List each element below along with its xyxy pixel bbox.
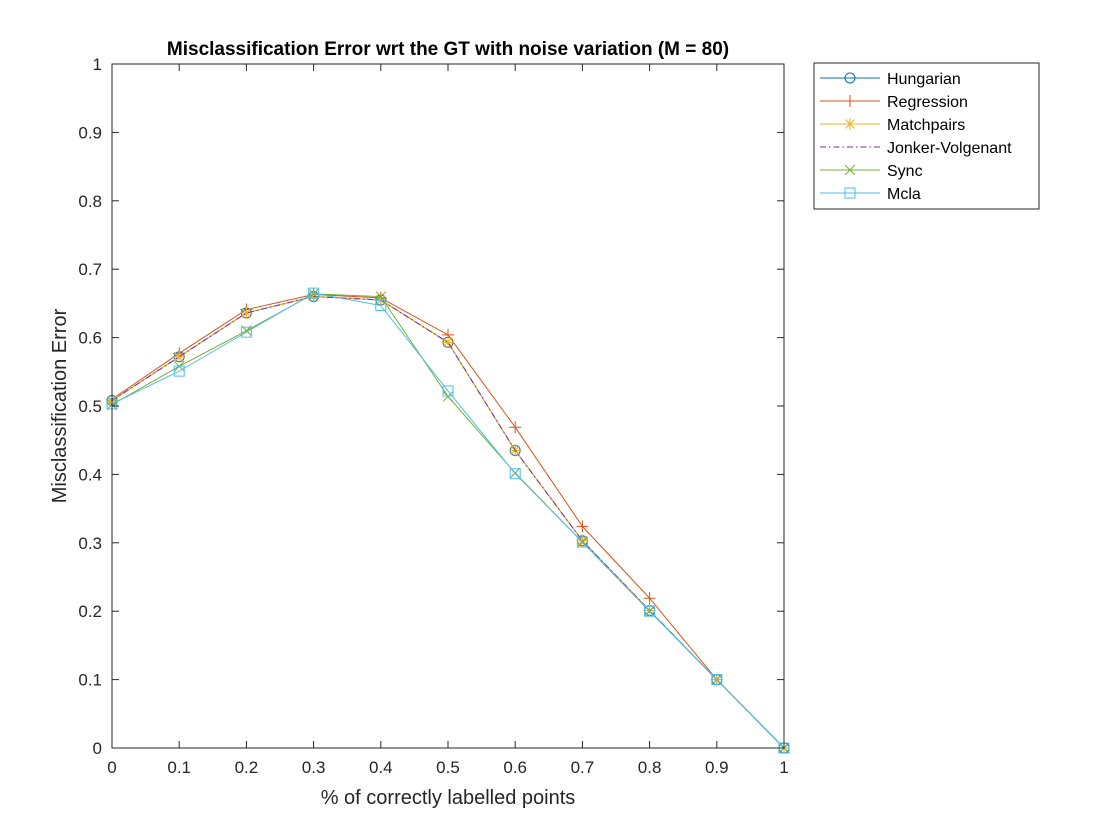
legend-item: Regression [820,94,968,111]
series-matchpairs [106,290,790,754]
legend-item: Jonker-Volgenant [820,140,1012,157]
data-point [442,385,454,397]
series-line [111,296,785,749]
series-line [111,292,785,749]
x-axis-label: % of correctly labelled points [321,787,576,809]
x-tick-label: 0.4 [369,758,393,777]
legend-marker [844,95,856,107]
series-regression [106,288,790,754]
legend-label: Matchpairs [887,117,965,134]
legend-box [813,62,1040,210]
y-tick-label: 0.6 [78,329,102,348]
data-point [442,336,454,349]
data-point [375,299,387,311]
legend-marker [844,187,856,199]
legend: Hungarian Regression Matchpairs Jonker-Volg… [813,62,1040,210]
data-point [173,365,185,377]
data-point [240,306,253,319]
data-point [576,536,588,548]
legend-label: Hungarian [887,71,961,88]
y-tick-label: 1 [93,55,102,74]
data-point [644,605,656,617]
axis-ticks: 0 0.1 0.2 0.3 0.4 0.5 0.6 0.7 0.8 0.9 1 0 0.1 0.2 0.3 0… [78,55,788,777]
series-mcla [106,287,790,754]
legend-label: Regression [887,94,968,111]
legend-label: Jonker-Volgenant [887,140,1012,157]
legend-label: Sync [887,163,923,180]
x-tick-label: 0.6 [503,758,527,777]
legend-marker [844,164,856,176]
legend-label: Mcla [887,186,921,203]
series-sync [106,288,790,754]
data-point [308,288,319,300]
data-point [576,534,589,547]
data-point [643,592,656,605]
y-tick-label: 0.4 [78,465,102,484]
data-point [576,520,589,533]
series-line [111,296,785,749]
x-tick-label: 0.9 [705,758,729,777]
x-tick-label: 0 [107,758,116,777]
x-tick-label: 0.5 [436,758,460,777]
x-tick-label: 0.2 [235,758,259,777]
y-tick-label: 0.2 [78,602,102,621]
data-point [308,287,320,299]
legend-item: Sync [820,163,923,180]
series-hungarian [106,291,790,754]
chart-title: Misclassification Error wrt the GT with … [167,39,729,60]
y-tick-label: 0 [93,739,102,758]
y-tick-label: 0.5 [78,397,102,416]
y-axis-label: Misclassification Error [49,308,71,503]
plot-marks [106,287,790,754]
data-point [509,468,521,480]
series-line [111,294,785,749]
data-point [509,421,522,434]
legend-marker [844,118,856,130]
y-tick-label: 0.8 [78,192,102,211]
series-jonker-volgenant [111,296,785,749]
data-point [711,674,723,686]
x-tick-label: 1 [779,758,788,777]
x-tick-label: 0.1 [167,758,191,777]
data-point [375,291,387,302]
data-point [173,350,186,363]
y-tick-label: 0.3 [78,534,102,553]
x-tick-label: 0.7 [571,758,595,777]
series-line [111,293,785,749]
y-tick-label: 0.7 [78,260,102,279]
y-tick-label: 0.1 [78,671,102,690]
legend-item: Matchpairs [820,117,965,134]
legend-marker [844,72,856,84]
data-point [240,326,252,338]
y-tick-label: 0.9 [78,123,102,142]
legend-item: Mcla [820,186,921,203]
x-tick-label: 0.8 [638,758,662,777]
series-line [111,296,785,749]
x-tick-label: 0.3 [302,758,326,777]
legend-item: Hungarian [820,71,961,88]
